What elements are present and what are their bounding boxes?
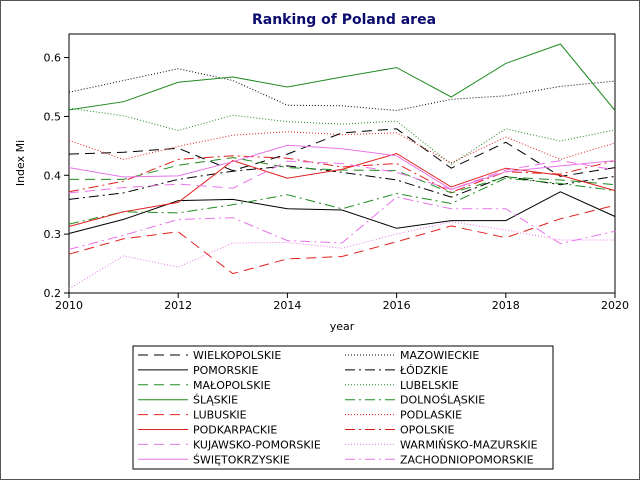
legend-label-3: ŁÓDZKIE (399, 364, 448, 377)
series-line-9 (68, 131, 616, 164)
x-tick-label: 2010 (55, 299, 83, 312)
series-line-8 (68, 204, 616, 275)
y-tick-label: 0.5 (44, 110, 62, 123)
legend-label-9: PODLASKIE (400, 409, 462, 422)
chart-title: Ranking of Poland area (252, 12, 436, 28)
series-line-3 (68, 165, 616, 200)
series-line-11 (68, 155, 616, 193)
x-axis-label: year (330, 320, 355, 333)
legend-label-10: PODKARPACKIE (193, 424, 277, 437)
series-line-14 (68, 144, 616, 190)
series-line-10 (68, 152, 616, 227)
legend-label-2: POMORSKIE (193, 364, 259, 377)
series-line-6 (68, 43, 616, 111)
y-tick-label: 0.4 (44, 169, 62, 182)
y-axis-label: Index Mi (14, 140, 27, 186)
y-tick-label: 0.2 (44, 287, 62, 300)
series-line-1 (68, 68, 616, 112)
legend-label-6: ŚLĄSKIE (193, 394, 238, 407)
series-line-0 (68, 128, 616, 177)
series-line-4 (69, 157, 616, 194)
legend-label-11: OPOLSKIE (400, 424, 455, 437)
x-axis: 2010 2012 2014 2016 2018 2020 (55, 293, 629, 312)
legend: WIELKOPOLSKIE MAZOWIECKIE POMORSKIE ŁÓDZKIE… (138, 349, 538, 466)
legend-label-7: DOLNOŚLĄSKIE (400, 394, 485, 407)
legend-label-12: KUJAWSKO-POMORSKIE (193, 438, 321, 451)
series-line-13 (68, 221, 615, 290)
x-tick-label: 2016 (383, 299, 411, 312)
legend-label-14: ŚWIĘTOKRZYSKIE (193, 453, 290, 466)
series-layer (68, 43, 616, 290)
legend-label-5: LUBELSKIE (400, 379, 459, 392)
legend-box (132, 345, 554, 470)
series-line-7 (68, 177, 616, 225)
legend-label-4: MAŁOPOLSKIE (193, 379, 271, 392)
series-line-15 (68, 196, 616, 250)
x-tick-label: 2012 (164, 299, 192, 312)
x-tick-label: 2014 (273, 299, 301, 312)
legend-label-13: WARMIŃSKO-MAZURSKIE (400, 438, 538, 451)
y-tick-label: 0.6 (44, 52, 62, 65)
y-tick-label: 0.3 (44, 228, 62, 241)
legend-label-1: MAZOWIECKIE (400, 349, 479, 362)
x-tick-label: 2018 (492, 299, 520, 312)
legend-label-0: WIELKOPOLSKIE (193, 349, 281, 362)
legend-label-15: ZACHODNIOPOMORSKIE (400, 453, 534, 466)
series-line-12 (68, 160, 616, 194)
legend-label-8: LUBUSKIE (193, 409, 247, 422)
x-tick-label: 2020 (601, 299, 629, 312)
series-line-2 (68, 191, 616, 234)
y-axis: 0.2 0.3 0.4 0.5 0.6 (44, 52, 69, 300)
